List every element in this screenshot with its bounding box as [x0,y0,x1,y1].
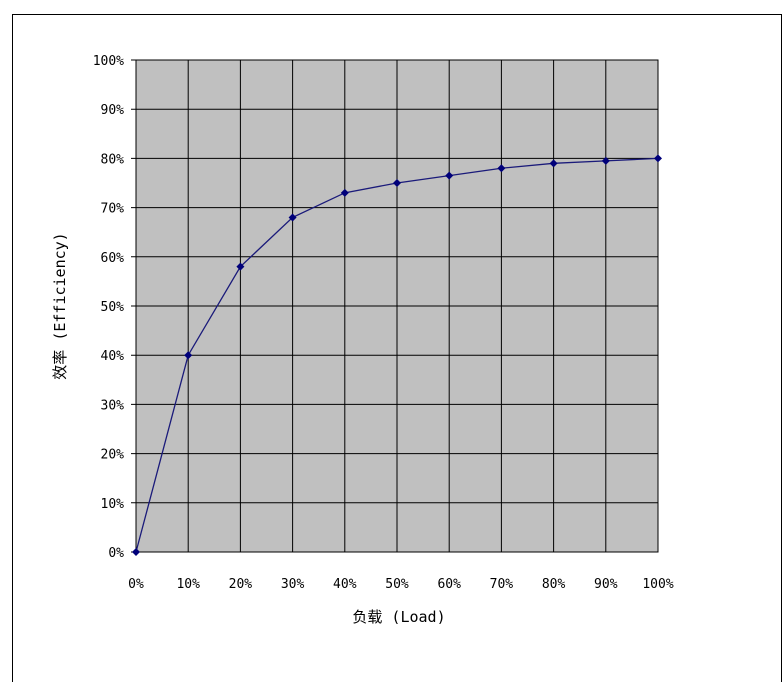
x-tick-labels: 0% 10% 20% 30% 40% 50% 60% 70% 80% 90% 100% [128,577,674,592]
data-point-marker [340,188,349,197]
x-tick-label: 0% [128,577,144,592]
x-tick-label: 100% [642,577,673,592]
y-tick-label: 100% [93,54,124,69]
x-tick-label: 80% [542,577,566,592]
data-point-marker [393,179,401,187]
data-point-marker [288,213,297,222]
x-tick-label: 20% [229,577,253,592]
y-tick-label: 90% [101,103,125,118]
y-tick-label: 40% [101,349,125,364]
x-tick-label: 50% [385,577,409,592]
x-tick-label: 60% [437,577,461,592]
x-axis-title: 负载 (Load) [352,608,445,626]
data-point-marker [549,159,558,168]
y-tick-label: 20% [101,448,125,463]
data-point-marker [445,171,454,180]
data-point-marker [497,164,506,173]
y-tick-label: 0% [108,546,124,561]
y-tick-labels: 0% 10% 20% 30% 40% 50% 60% 70% 80% 90% 100% [93,54,124,561]
chart-frame: 0% 10% 20% 30% 40% 50% 60% 70% 80% 90% 100% 0% 10% 2… [12,14,782,682]
data-point-marker [184,351,193,360]
y-tick-label: 50% [101,300,125,315]
y-tick-label: 10% [101,497,125,512]
data-point-marker [236,262,245,271]
data-point-marker [601,156,610,165]
data-point-marker [132,548,140,556]
y-tick-label: 60% [101,251,125,266]
efficiency-chart: 0% 10% 20% 30% 40% 50% 60% 70% 80% 90% 100% 0% 10% 2… [51,54,674,626]
y-axis-title: 效率 (Efficiency) [51,232,69,379]
data-point-marker [654,154,662,163]
series-markers [132,154,662,556]
x-tick-label: 40% [333,577,357,592]
x-tick-label: 90% [594,577,618,592]
y-tick-label: 80% [101,152,125,167]
x-tick-label: 10% [176,577,200,592]
y-tick-label: 30% [101,398,125,413]
x-tick-label: 30% [281,577,305,592]
grid-lines [131,59,659,553]
x-tick-label: 70% [490,577,514,592]
y-tick-label: 70% [101,202,125,217]
